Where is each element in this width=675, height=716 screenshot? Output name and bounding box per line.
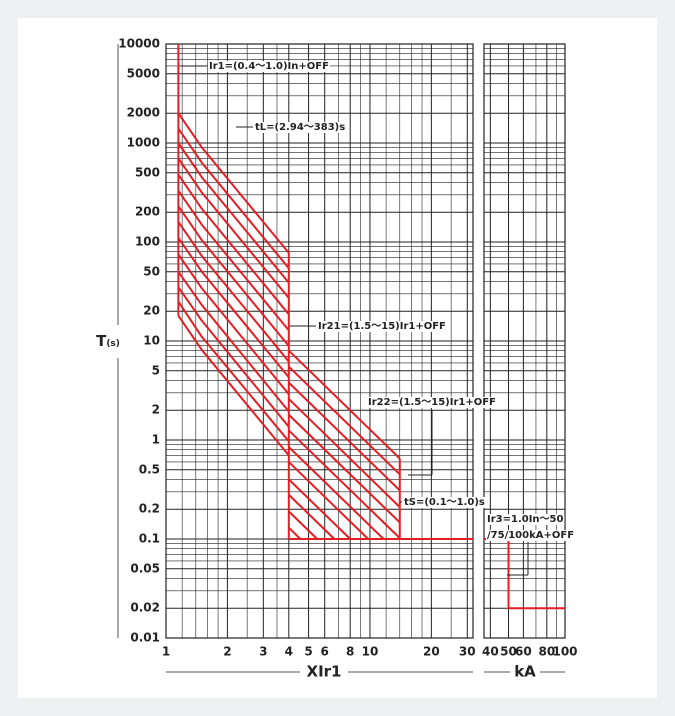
x-tick-label: 5 bbox=[304, 645, 312, 659]
trip-curve bbox=[288, 527, 302, 540]
trip-curve bbox=[177, 301, 290, 442]
trip-curve bbox=[288, 414, 401, 524]
y-tick-label: 50 bbox=[143, 264, 160, 278]
x-axis-label: XIr1 bbox=[307, 663, 342, 681]
trip-curve bbox=[288, 494, 336, 540]
annotation: Ir3=1.0In～50 bbox=[487, 514, 564, 525]
trip-curve bbox=[177, 237, 290, 378]
x-tick-label: 60 bbox=[515, 645, 532, 659]
trip-curve bbox=[177, 190, 290, 332]
annotation: Ir21=(1.5～15)Ir1+OFF bbox=[318, 321, 446, 332]
y-tick-label: 2000 bbox=[127, 106, 160, 120]
chart-card bbox=[18, 18, 657, 698]
y-tick-label: 1 bbox=[152, 433, 160, 447]
annotation-bg bbox=[367, 397, 497, 408]
annotation: tS=(0.1～1.0)s bbox=[404, 497, 485, 508]
annotation: tL=(2.94～383)s bbox=[255, 122, 345, 133]
y-tick-label: 100 bbox=[135, 235, 160, 249]
y-tick-label: 2 bbox=[152, 403, 160, 417]
annotation-bg bbox=[208, 61, 330, 72]
trip-curve bbox=[177, 315, 290, 456]
annotation-bg bbox=[403, 497, 486, 508]
trip-curve bbox=[177, 286, 290, 428]
annotation-bg bbox=[317, 321, 447, 332]
y-tick-label: 0.02 bbox=[130, 601, 160, 615]
x-axis-label: kA bbox=[514, 663, 536, 681]
x-tick-label: 2 bbox=[223, 645, 231, 659]
x-tick-label: 6 bbox=[321, 645, 329, 659]
trip-curve bbox=[288, 365, 401, 476]
trip-curve bbox=[288, 446, 385, 540]
annotation-bg bbox=[254, 122, 347, 133]
annotation: /75/100kA+OFF bbox=[487, 530, 574, 541]
plot-frame bbox=[483, 43, 566, 639]
trip-curve bbox=[177, 173, 290, 315]
trip-curve bbox=[177, 253, 290, 395]
trip-curve bbox=[177, 112, 290, 254]
annotation: Ir22=(1.5～15)Ir1+OFF bbox=[368, 397, 496, 408]
y-tick-label: 1000 bbox=[127, 136, 160, 150]
x-tick-label: 30 bbox=[459, 645, 476, 659]
trip-curve bbox=[177, 127, 290, 269]
y-tick-label: 0.05 bbox=[130, 561, 160, 575]
y-tick-label: 10 bbox=[143, 334, 160, 348]
y-tick-label: 5 bbox=[152, 363, 160, 377]
x-tick-label: 1 bbox=[162, 645, 170, 659]
trip-curve bbox=[288, 510, 318, 540]
x-tick-label: 50 bbox=[500, 645, 517, 659]
y-tick-label: 0.1 bbox=[139, 532, 160, 546]
trip-curve bbox=[288, 461, 369, 540]
x-tick-label: 10 bbox=[362, 645, 379, 659]
x-tick-label: 20 bbox=[423, 645, 440, 659]
trip-curve bbox=[288, 398, 401, 508]
annotation-bg bbox=[486, 514, 565, 525]
trip-curve bbox=[288, 478, 351, 540]
x-tick-label: 4 bbox=[285, 645, 293, 659]
x-tick-label: 40 bbox=[482, 645, 499, 659]
x-tick-label: 3 bbox=[259, 645, 267, 659]
x-tick-label: 100 bbox=[552, 645, 577, 659]
trip-curve bbox=[177, 142, 290, 284]
y-tick-label: 0.01 bbox=[130, 631, 160, 645]
x-tick-label: 8 bbox=[346, 645, 354, 659]
x-tick-label: 80 bbox=[538, 645, 555, 659]
y-tick-label: 0.5 bbox=[139, 462, 160, 476]
trip-curve bbox=[177, 205, 290, 347]
plot-frame bbox=[165, 43, 474, 639]
y-tick-label: 500 bbox=[135, 165, 160, 179]
y-tick-label: 10000 bbox=[118, 37, 160, 51]
trip-curve bbox=[177, 157, 290, 299]
y-axis-label: T(s) bbox=[96, 332, 120, 350]
annotation: Ir1=(0.4～1.0)In+OFF bbox=[209, 61, 329, 72]
trip-curve bbox=[288, 381, 401, 492]
y-tick-label: 0.2 bbox=[139, 502, 160, 516]
trip-curve bbox=[288, 429, 401, 539]
trip-curve bbox=[177, 221, 290, 363]
annotation-bg bbox=[486, 530, 576, 541]
y-tick-label: 200 bbox=[135, 205, 160, 219]
trip-curve bbox=[288, 349, 401, 460]
y-tick-label: 20 bbox=[143, 304, 160, 318]
trip-curve bbox=[177, 271, 290, 413]
y-tick-label: 5000 bbox=[127, 66, 160, 80]
